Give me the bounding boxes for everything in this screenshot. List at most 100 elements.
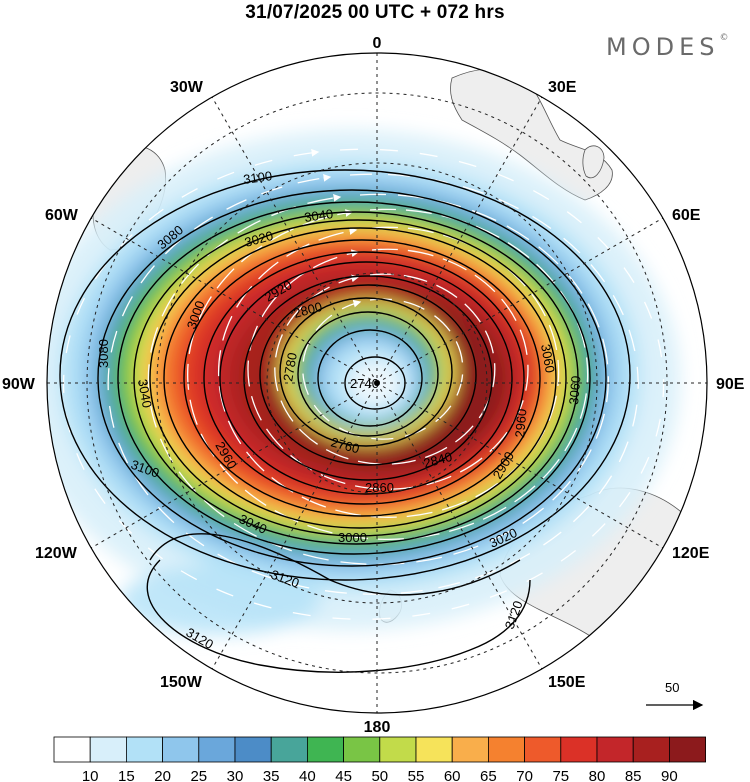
disc-border [46,52,708,714]
contour-label: 2760 [329,434,361,456]
longitude-labels: 0 30E 60E 90E 120E 150E 180 150W 120W 90… [2,35,745,736]
meridian-150e [376,382,543,670]
colorbar-tick-label: 40 [299,768,316,782]
colorbar-tick-label: 90 [661,768,678,782]
contour-label: 2840 [422,449,454,471]
colorbar-tick-label: 20 [154,768,171,782]
contour-2780 [297,311,439,437]
colorbar-tick-label: 50 [371,768,388,782]
meridian-30w [211,96,378,384]
meridian-120e [376,382,664,549]
map-title: 31/07/2025 00 UTC + 072 hrs [245,2,505,23]
wind-vectors [62,148,665,620]
contour-3120-south [146,559,531,673]
colorbar-swatch [632,736,670,763]
lon-label-60e: 60E [672,207,701,224]
contour-label: 3060 [538,343,558,374]
contour-label: 3080 [96,339,111,368]
colorbar-swatch [451,736,489,763]
colorbar: 10 15 20 25 30 35 40 45 50 55 60 65 70 75 80 85 90 [53,736,707,782]
colorbar-swatch [126,736,164,763]
colorbar-tick-label: 15 [118,768,135,782]
colorbar-swatch [487,736,525,763]
contour-2920 [203,251,525,505]
contour-label: 3100 [242,168,273,187]
land-madagascar [582,145,605,179]
colorbar-swatch [379,736,417,763]
colorbar-swatch [234,736,272,763]
colorbar-swatch [53,736,91,763]
lon-label-120w: 120W [35,545,78,562]
contour-3100 [59,169,631,581]
contour-label: 2860 [365,480,394,495]
vector-ring-6 [147,193,609,566]
contour-label: 2740 [350,376,379,391]
contour-2860 [243,275,493,481]
colorbar-tick-label: 10 [82,768,99,782]
colorbar-swatch [89,736,127,763]
brand-logo: MODES© [606,33,728,61]
lon-label-30w: 30W [170,79,204,96]
vector-ring-1 [302,298,464,440]
lon-label-180: 180 [364,719,391,736]
vector-ring-2 [274,273,496,465]
vector-ring-3 [247,248,529,490]
contour-label: 3000 [338,530,367,545]
wind-shading [47,130,680,635]
wind-scale: 50 [646,680,704,711]
meridian-60e [376,217,664,384]
lon-label-90w: 90W [2,376,36,393]
vector-ring-4 [218,226,560,518]
colorbar-tick-label: 45 [335,768,352,782]
contour-2840 [259,284,477,466]
contour-3080 [97,189,607,567]
colorbar-swatch [270,736,308,763]
colorbar-swatch [162,736,200,763]
contour-2960 [183,239,541,517]
contour-label: 2960 [512,408,529,438]
vector-ring-7 [107,173,639,595]
meridian-150w [211,382,378,670]
colorbar-tick-label: 25 [190,768,207,782]
lon-label-120e: 120E [672,545,710,562]
meridian-30e [376,96,543,384]
colorbar-tick-label: 85 [625,768,642,782]
latitude-circle-2 [156,162,598,604]
colorbar-swatch [596,736,634,763]
colorbar-swatch [524,736,562,763]
meridian-60w [90,217,378,384]
contour-3040 [133,211,579,545]
contour-label: 3020 [243,228,275,250]
contour-label: 3040 [135,378,155,409]
lon-label-60w: 60W [45,207,79,224]
wind-scale-label: 50 [665,680,679,695]
colorbar-swatch [560,736,598,763]
shade-pacific-blue [120,565,320,635]
colorbar-swatch [306,736,344,763]
contour-label: 2780 [280,351,300,382]
contour-label: 3040 [303,206,334,225]
contour-2760 [317,329,423,427]
brand-mark: © [719,33,729,43]
latitude-circle-3 [86,92,668,674]
colorbar-swatch [415,736,453,763]
contour-3120-north [149,533,521,596]
colorbar-tick-label: 80 [589,768,606,782]
vector-ring-8 [62,148,665,620]
contour-3020 [149,219,567,537]
colorbar-swatch [343,736,381,763]
lon-label-150w: 150W [160,674,203,691]
height-contours [59,169,631,673]
colorbar-swatch [669,736,707,763]
brand-text: MODES [606,33,720,61]
lon-label-0: 0 [373,35,382,52]
contour-label: 3060 [566,375,583,405]
pole-marker [374,380,380,386]
contour-3060 [117,201,591,555]
colorbar-tick-label: 65 [480,768,497,782]
meridian-120w [90,382,378,549]
contour-2900 [219,261,513,495]
contour-2800 [279,297,453,447]
lon-label-30e: 30E [548,79,577,96]
